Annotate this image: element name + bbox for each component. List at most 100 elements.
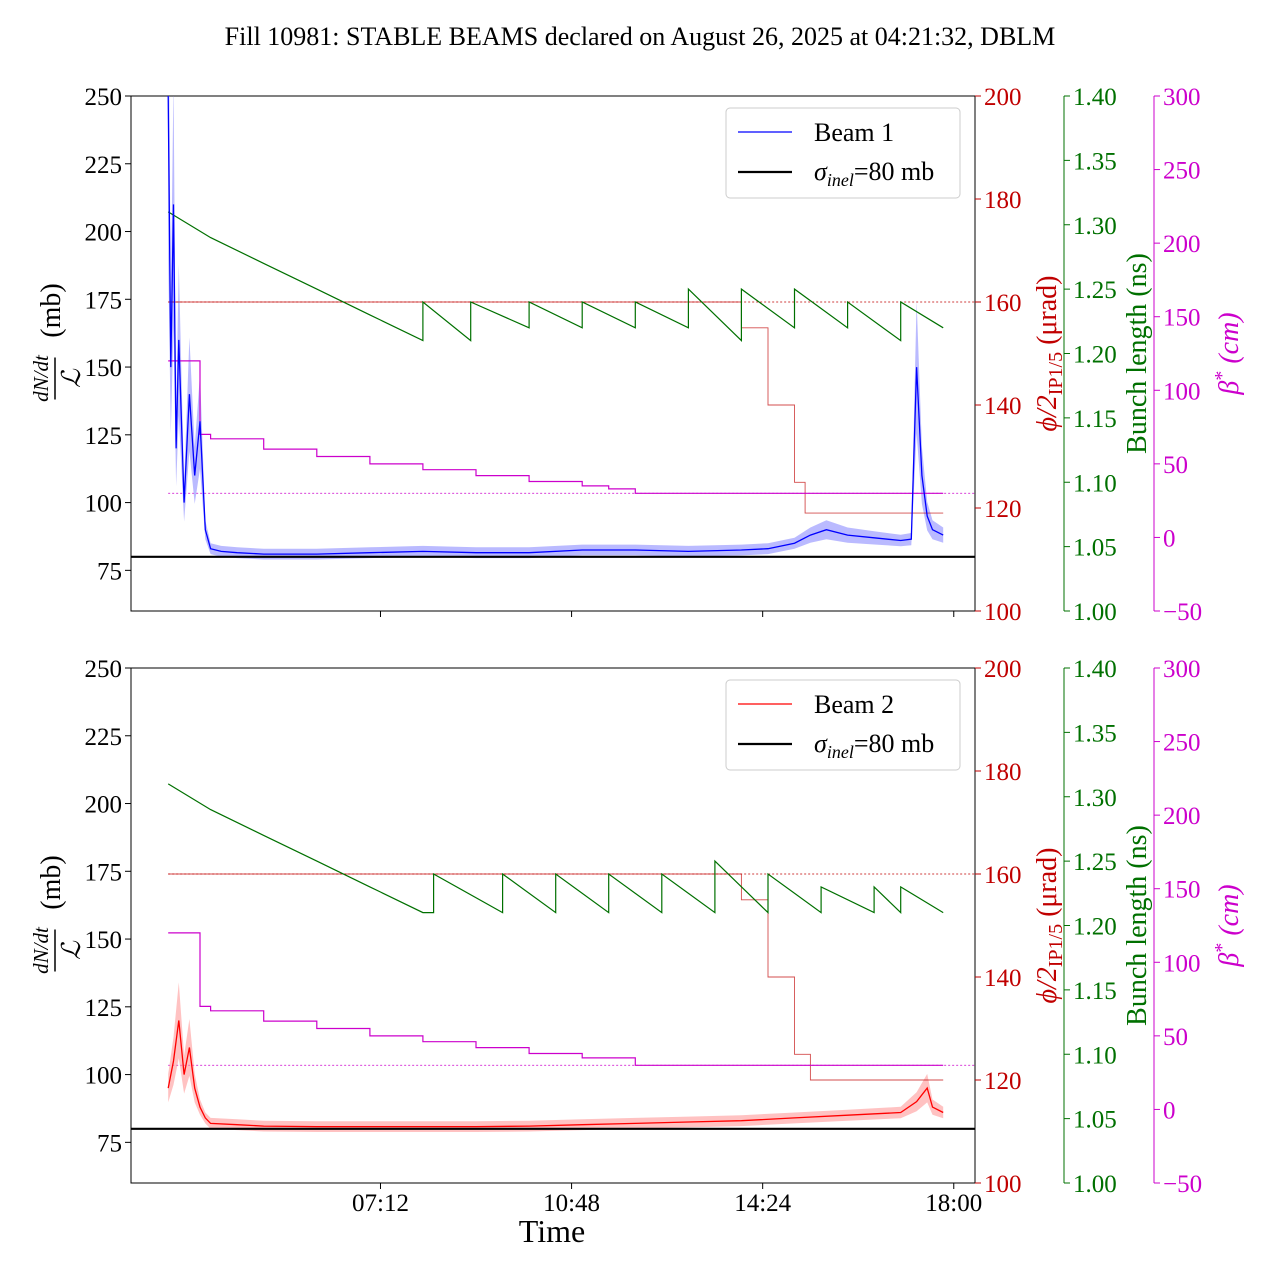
left-tick-label: 75 [97,1130,122,1157]
y-left-axis-label: dN/dt ℒ (mb) [29,855,86,974]
y-left-unit: (mb) [36,283,67,337]
right2-tick-label: 1.25 [1073,849,1117,876]
right1-tick-label: 160 [984,862,1022,889]
left-tick-label: 225 [85,152,123,179]
y-right3-sup: * [1211,371,1233,381]
right3-tick-label: 50 [1163,452,1188,479]
right1-tick-label: 140 [984,965,1022,992]
legend-box [725,679,961,771]
right2-tick-label: 1.25 [1073,277,1117,304]
legend-beam-label: Beam 2 [814,690,894,719]
right2-tick-label: 1.35 [1073,720,1117,747]
legend-sigma-value: =80 mb [854,729,934,758]
y-right1-unit: (μrad) [1032,275,1063,351]
left-tick-label: 125 [85,995,123,1022]
panel-beam-2: 75 100 125 150 175 200 225 250 100 120 140 160 180 20… [29,656,1245,1217]
left-tick-label: 125 [85,423,123,450]
x-tick-label: 14:24 [734,1190,791,1217]
y-right1-unit: (μrad) [1032,847,1063,923]
left-tick-label: 75 [97,558,122,585]
y-right3-main: β [1214,381,1245,396]
right3-tick-label: −50 [1163,599,1202,626]
y-left-numerator: dN/dt [29,926,53,974]
y-left-unit: (mb) [36,855,67,909]
y-right3-axis-label: β* (cm) [1211,312,1245,395]
right2-tick-label: 1.15 [1073,978,1117,1005]
left-tick-label: 250 [85,84,123,111]
x-axis-label: Time [519,1213,585,1249]
x-tick-label: 07:12 [352,1190,409,1217]
plot-frame [130,95,976,612]
left-tick-label: 250 [85,656,123,683]
legend: Beam 1 σinel=80 mb [725,107,961,199]
right2-tick-label: 1.05 [1073,535,1117,562]
y-left-axis-label: dN/dt ℒ (mb) [29,283,86,402]
y-left-denominator: ℒ [57,368,86,388]
right3-tick-label: 250 [1163,730,1201,757]
right2-tick-label: 1.30 [1073,785,1117,812]
right1-tick-label: 180 [984,759,1022,786]
right3-tick-label: 200 [1163,803,1201,830]
y-left-denominator: ℒ [57,940,86,960]
right2-tick-label: 1.00 [1073,1171,1117,1198]
right2-tick-label: 1.40 [1073,656,1117,683]
y-right3-sup: * [1211,943,1233,953]
legend-sigma: σ [814,157,828,186]
right1-tick-label: 100 [984,599,1022,626]
right1-tick-label: 200 [984,84,1022,111]
left-tick-label: 200 [85,220,123,247]
panel-beam-1: 75 100 125 150 175 200 225 250 100 120 140 160 180 20… [29,84,1245,626]
legend-reference-label: σinel=80 mb [814,729,934,762]
right2-tick-label: 1.10 [1073,470,1117,497]
beam-uncertainty-band [168,982,944,1132]
chart-title: Fill 10981: STABLE BEAMS declared on Aug… [225,22,1056,51]
right2-tick-label: 1.10 [1073,1042,1117,1069]
y-right3-unit: (cm) [1214,884,1245,942]
y-right1-main: ϕ/2 [1032,395,1063,431]
beam-uncertainty-band [168,96,944,560]
right2-tick-label: 1.15 [1073,406,1117,433]
right1-tick-label: 120 [984,1068,1022,1095]
y-right2-axis-label: Bunch length (ns) [1122,253,1153,454]
beta-star-line [168,360,944,494]
legend-sigma-value: =80 mb [854,157,934,186]
legend-beam-label: Beam 1 [814,118,894,147]
right1-tick-label: 140 [984,393,1022,420]
right1-tick-label: 100 [984,1171,1022,1198]
legend: Beam 2 σinel=80 mb [725,679,961,771]
bunch-length-line [167,783,944,915]
y-right1-axis-label: ϕ/2IP1/5 (μrad) [1032,847,1067,1003]
legend-sigma-sub: inel [827,170,854,190]
beam-line [167,1020,944,1128]
right3-tick-label: 0 [1163,525,1176,552]
right3-tick-label: 300 [1163,84,1201,111]
left-tick-label: 175 [85,859,123,886]
y-right3-axis-label: β* (cm) [1211,884,1245,967]
left-tick-label: 225 [85,724,123,751]
right3-tick-label: −50 [1163,1171,1202,1198]
plot-area [131,783,975,1132]
right3-tick-label: 250 [1163,158,1201,185]
right1-tick-label: 160 [984,290,1022,317]
y-right1-sub: IP1/5 [1045,352,1067,395]
legend-box [725,107,961,199]
right2-tick-label: 1.35 [1073,148,1117,175]
y-right3-unit: (cm) [1214,312,1245,370]
y-right2-axis-label: Bunch length (ns) [1122,825,1153,1026]
right2-tick-label: 1.40 [1073,84,1117,111]
x-tick-label: 10:48 [543,1190,600,1217]
legend-sigma: σ [814,729,828,758]
right2-tick-label: 1.05 [1073,1107,1117,1134]
left-tick-label: 175 [85,287,123,314]
y-left-numerator: dN/dt [29,354,53,402]
right1-tick-label: 200 [984,656,1022,683]
right3-tick-label: 200 [1163,231,1201,258]
right1-tick-label: 180 [984,187,1022,214]
beam-line [167,96,944,555]
right3-tick-label: 100 [1163,378,1201,405]
right3-tick-label: 150 [1163,305,1201,332]
right3-tick-label: 300 [1163,656,1201,683]
right2-tick-label: 1.20 [1073,342,1117,369]
y-right1-main: ϕ/2 [1032,967,1063,1003]
